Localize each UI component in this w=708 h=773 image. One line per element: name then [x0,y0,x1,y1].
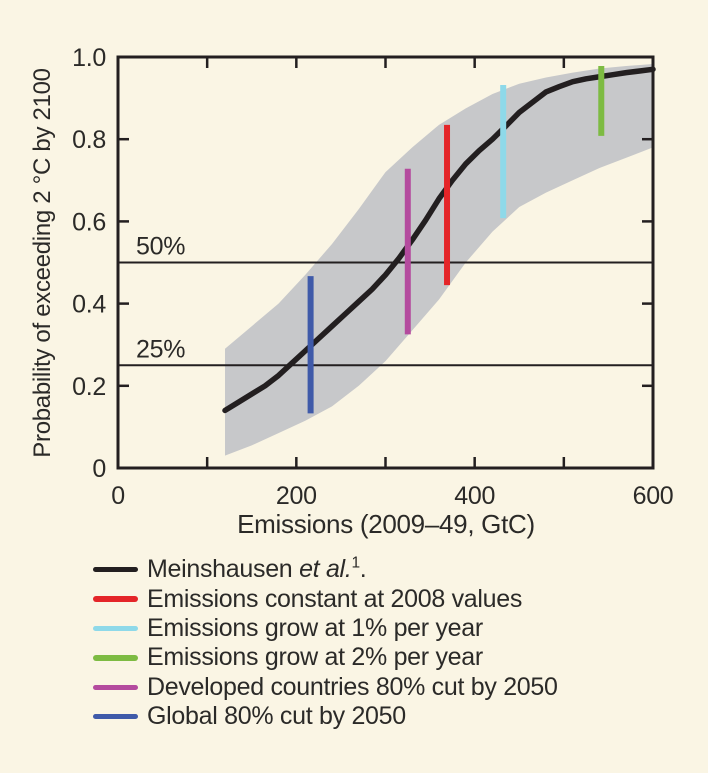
legend: Meinshausen et al.1. Emissions constant … [0,555,708,731]
legend-item-meinshausen: Meinshausen et al.1. [0,555,708,584]
y-tick-label: 0.2 [72,373,106,401]
x-tick-label: 400 [454,482,495,510]
meinshausen-curve [222,66,656,414]
legend-item-grow-2pct: Emissions grow at 2% per year [0,643,708,672]
meinshausen-curve-group [222,66,656,414]
legend-item-grow-1pct: Emissions grow at 1% per year [0,614,708,643]
reference-lines-group: 50% 25% [118,233,653,367]
y-tick-label: 0.6 [72,208,106,236]
legend-label-developed-80-cut: Developed countries 80% cut by 2050 [147,672,558,701]
x-tick-label: 600 [633,482,674,510]
legend-swatch-constant-2008 [93,596,138,602]
legend-label-grow-2pct: Emissions grow at 2% per year [147,643,483,672]
scenario-bars-group [307,66,605,414]
y-tick-label: 0 [92,455,106,483]
axis-ticks-group [118,57,653,468]
legend-label-constant-2008: Emissions constant at 2008 values [147,584,523,613]
legend-text: Meinshausen [147,555,300,584]
y-tick-label: 0.4 [72,291,106,319]
legend-item-developed-80-cut: Developed countries 80% cut by 2050 [0,673,708,702]
x-tick-label: 0 [111,482,125,510]
legend-label-grow-1pct: Emissions grow at 1% per year [147,613,483,642]
y-tick-label: 1.0 [72,44,106,72]
reference-line-label-50%: 50% [136,233,185,261]
y-axis-title: Probability of exceeding 2 °C by 2100 [29,68,56,457]
legend-swatch-global-80-cut [93,713,138,720]
legend-swatch-grow-2pct [93,655,138,661]
legend-swatch-grow-1pct [93,625,138,632]
legend-label-global-80-cut: Global 80% cut by 2050 [147,702,406,731]
reference-line-label-25%: 25% [136,335,185,363]
legend-text-italic: et al. [299,555,352,584]
legend-swatch-meinshausen [93,566,138,573]
x-axis-title: Emissions (2009–49, GtC) [237,509,535,539]
legend-citation-superscript: 1 [351,554,360,572]
legend-item-constant-2008: Emissions constant at 2008 values [0,584,708,613]
y-tick-label: 0.8 [72,126,106,154]
legend-label-meinshausen: Meinshausen et al.1. [147,554,367,584]
uncertainty-band [225,63,653,456]
tick-labels-group: 0 200 400 600 0 0.2 0.4 0.6 0.8 1.0 [72,44,674,510]
x-tick-label: 200 [276,482,317,510]
uncertainty-band-group [225,63,653,456]
legend-item-global-80-cut: Global 80% cut by 2050 [0,702,708,731]
legend-text: . [359,555,367,584]
legend-swatch-developed-80-cut [93,684,138,690]
